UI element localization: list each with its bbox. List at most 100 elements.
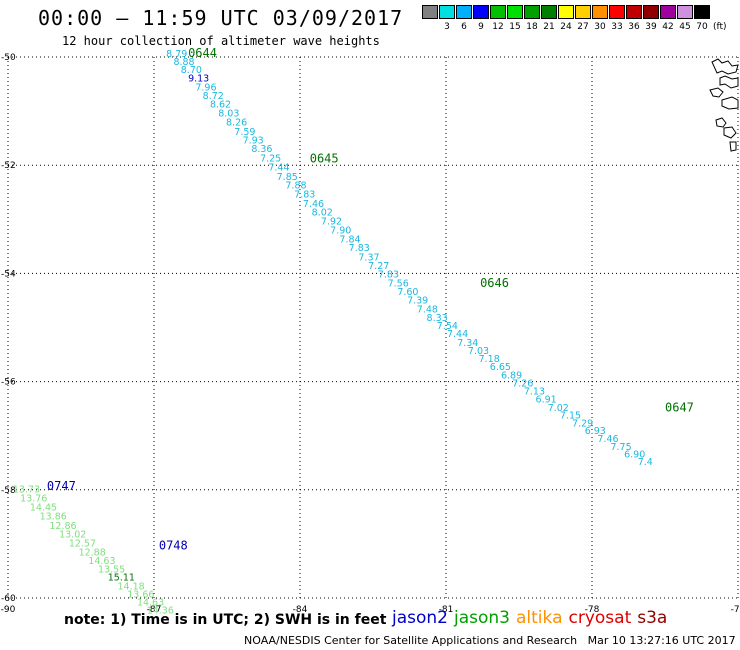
wave-height-value: 14.45 — [30, 502, 57, 513]
wave-height-value: 7.54 — [437, 321, 458, 332]
colorbar-label: 39 — [645, 22, 657, 32]
legend-item-cryosat: cryosat — [568, 608, 632, 628]
wave-height-value: 12.88 — [79, 547, 106, 558]
wave-height-value: 7.59 — [234, 127, 255, 138]
wave-height-value: 7.83 — [294, 190, 315, 201]
colorbar-label: 6 — [461, 22, 467, 32]
wave-height-value: 6.89 — [501, 370, 522, 381]
wave-height-value: 7.25 — [260, 153, 281, 164]
wave-height-value: 7.90 — [330, 225, 351, 236]
colorbar-label: 36 — [628, 22, 640, 32]
coastline — [709, 58, 739, 152]
wave-height-value: 7.26 — [512, 378, 533, 389]
wave-height-value: 7.48 — [417, 304, 438, 315]
colorbar-label: 70 — [696, 22, 708, 32]
wave-height-value: 8.03 — [218, 109, 239, 120]
colorbar-swatch — [660, 5, 676, 19]
colorbar-label: 24 — [560, 22, 572, 32]
colorbar-label: 3 — [444, 22, 450, 32]
wave-height-value: 14.36 — [147, 606, 174, 617]
wave-height-value: 14.63 — [88, 556, 115, 567]
wave-height-value: 7.02 — [548, 403, 569, 414]
coastline-segment — [709, 87, 724, 98]
lat-tick-label: -54 — [1, 269, 16, 279]
wave-height-value: 13.76 — [20, 494, 47, 505]
lat-tick-label: -52 — [1, 161, 16, 171]
colorbar-swatch — [490, 5, 506, 19]
wave-height-value: 7.60 — [397, 287, 418, 298]
wave-height-value: 8.88 — [173, 57, 194, 68]
legend-item-jason2: jason2 — [392, 608, 448, 628]
map-grid — [7, 56, 739, 599]
wave-height-value: 7.44 — [268, 163, 289, 174]
legend-item-jason3: jason3 — [454, 608, 510, 628]
colorbar-swatch — [592, 5, 608, 19]
coastline-segment — [711, 58, 739, 75]
wave-height-value: 8.62 — [210, 99, 231, 110]
wave-height-value: 7.39 — [407, 296, 428, 307]
wave-height-value: 12.57 — [69, 539, 96, 550]
satellite-legend: jason2 jason3 altika cryosat s3a — [392, 608, 673, 628]
wave-height-value: 13.73 — [13, 485, 40, 496]
wave-height-value: 7.34 — [457, 338, 478, 349]
wave-height-value: 7.93 — [243, 136, 264, 147]
colorbar-label: 27 — [577, 22, 589, 32]
wave-height-value: 13.86 — [40, 512, 67, 523]
wave-height-value: 13.66 — [127, 589, 154, 600]
wave-height-value: 7.4 — [638, 457, 653, 468]
wave-height-value: 7.15 — [560, 410, 581, 421]
wave-height-value: 13.02 — [59, 529, 86, 540]
colorbar-swatch — [439, 5, 455, 19]
axis-tick-labels: -90 -87 -84 -81 -78 -75 -50 -52 -54 -56 -58 -60 — [1, 53, 740, 615]
wave-height-value: 7.29 — [572, 419, 593, 430]
colorbar-swatch — [422, 5, 438, 19]
colorbar-unit: (ft) — [713, 22, 727, 32]
lon-tick-label: -84 — [293, 605, 308, 615]
wave-height-value: 7.96 — [195, 83, 216, 94]
colorbar-label: 45 — [679, 22, 691, 32]
wave-height-value: 9.13 — [188, 73, 209, 84]
lon-tick-label: -90 — [1, 605, 16, 615]
generated-timestamp: Mar 10 13:27:16 UTC 2017 — [587, 634, 736, 647]
wave-height-value: 8.70 — [181, 65, 202, 76]
wave-height-value: 8.02 — [312, 208, 333, 219]
wave-height-value: 7.27 — [368, 261, 389, 272]
colorbar-swatch — [694, 5, 710, 19]
colorbar-label: 18 — [526, 22, 538, 32]
wave-height-value: 7.75 — [610, 442, 631, 453]
credit-org: NOAA/NESDIS Center for Satellite Applica… — [244, 634, 578, 647]
colorbar-swatch — [456, 5, 472, 19]
wave-height-value: 6.90 — [624, 449, 645, 460]
lat-tick-label: -50 — [1, 53, 16, 63]
wave-height-value: 7.13 — [524, 387, 545, 398]
colorbar-swatch — [609, 5, 625, 19]
wave-height-value: 7.92 — [321, 217, 342, 228]
map-title: 00:00 – 11:59 UTC 03/09/2017 — [38, 6, 404, 30]
colorbar-label: 21 — [543, 22, 555, 32]
colorbar-swatch — [643, 5, 659, 19]
colorbar-label: 12 — [492, 22, 504, 32]
colorbar-swatch — [575, 5, 591, 19]
credit-line: NOAA/NESDIS Center for Satellite Applica… — [244, 634, 736, 647]
coastline-segment — [721, 96, 739, 110]
pass-time-label: 0748 — [159, 538, 188, 552]
wave-height-value: 7.83 — [349, 243, 370, 254]
coastline-segment — [719, 75, 739, 89]
pass-time-label: 0646 — [480, 276, 509, 290]
colorbar-label: 15 — [509, 22, 521, 32]
colorbar-swatch — [541, 5, 557, 19]
coastline-segment — [723, 126, 737, 139]
wave-height-value: 7.56 — [388, 278, 409, 289]
wave-height-value: 7.37 — [358, 252, 379, 263]
colorbar-swatch — [473, 5, 489, 19]
colorbar-swatch — [524, 5, 540, 19]
colorbar-swatch — [558, 5, 574, 19]
colorbar-label: 42 — [662, 22, 674, 32]
legend-item-altika: altika — [516, 608, 563, 628]
wave-height-value: 12.86 — [49, 521, 76, 532]
satellite-tracks: 8.798.888.709.137.968.728.628.038.267.59… — [13, 46, 694, 617]
wave-height-value: 15.11 — [108, 573, 135, 584]
wave-height-value: 7.46 — [303, 199, 324, 210]
wave-height-value: 8.79 — [166, 49, 187, 60]
